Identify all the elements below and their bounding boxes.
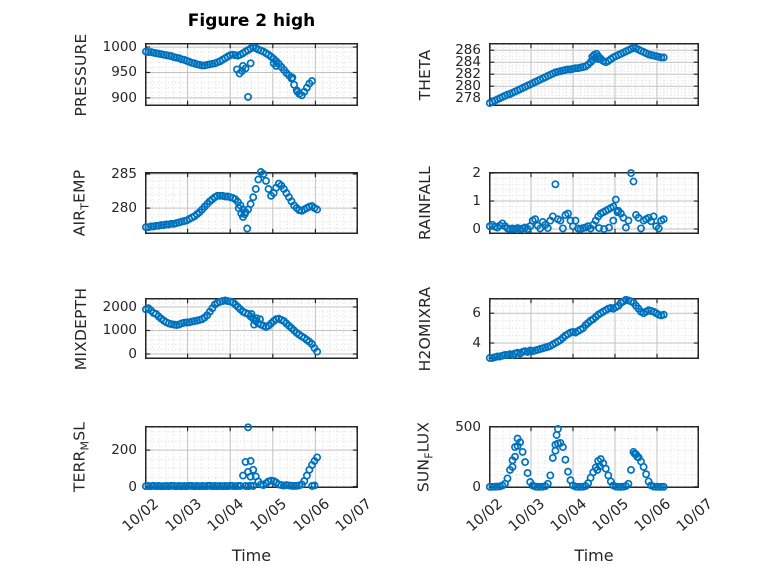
x-tick-label: 10/03 [505,496,549,536]
y-axis-label-text: MIXDEPTH [72,287,90,370]
data-point-markers [485,169,668,233]
y-tick-label: 900 [111,89,137,106]
data-point-markers [141,43,316,101]
major-grid [490,44,698,105]
plot-area-air_temp [141,168,358,234]
plot-area-h2omixra [485,295,699,362]
y-tick-label: 6 [472,305,481,322]
y-axis-label-subscript: T [78,202,92,210]
data-point-markers [141,423,322,491]
y-axis-label-h2omixra: H2OMIXRA [416,286,434,371]
plot-area-mixdepth [141,296,358,359]
y-axis-label-pressure: PRESSURE [72,33,90,116]
y-tick-label: 286 [455,42,481,59]
x-tick-label: 10/06 [290,496,333,536]
minor-grid [146,173,357,233]
y-tick-label: 2 [472,165,481,182]
y-tick-label: 950 [111,64,137,81]
x-tick-label: 10/07 [673,496,717,536]
y-tick-label: 285 [111,166,137,183]
y-axis-label-mixdepth: MIXDEPTH [72,287,90,369]
y-tick-label: 500 [455,418,481,435]
y-tick-label: 278 [455,90,481,107]
y-axis-label-rainfall: RAINFALL [416,166,434,240]
y-tick-label: 2000 [102,298,137,315]
plot-area-rainfall [485,169,699,234]
minor-grid [146,427,357,487]
y-axis-label-text: AIR [70,209,89,237]
y-axis-label-text: SL [70,421,89,441]
y-tick-label: 0 [128,478,137,495]
y-tick-label: 1000 [102,39,137,56]
y-axis-label-text: RAINFALL [416,166,434,240]
axis-ticks [145,44,358,105]
minor-grid [490,173,698,233]
y-axis-label-text: TERR [70,450,89,493]
y-tick-label: 280 [111,200,137,217]
y-tick-label: 0 [472,478,481,495]
y-axis-label-subscript: F [422,452,436,459]
x-tick-label: 10/04 [205,496,248,536]
x-tick-label: 10/05 [589,496,633,536]
data-point-markers [141,296,322,356]
major-grid [146,299,357,358]
x-tick-label: 10/04 [547,496,591,536]
data-point-markers [141,168,322,233]
plot-area-theta [485,43,699,107]
data-point-markers [485,43,668,107]
y-tick-label: 284 [455,54,481,71]
x-tick-label: 10/02 [119,496,163,536]
plot-area-sun_flux [485,425,699,491]
y-axis-label-sun_flux: SUNFLUX [415,422,436,492]
figure-title: Figure 2 high [187,11,316,31]
x-tick-label: 10/06 [631,496,675,536]
y-axis-label-text: H2OMIXRA [416,286,434,371]
y-axis-label-terr_msl: TERRMSL [71,422,92,492]
y-axis-label-theta: THETA [416,49,434,100]
y-tick-label: 200 [111,442,137,459]
y-tick-label: 0 [128,345,137,362]
y-tick-label: 1000 [102,322,137,339]
plot-area-pressure [141,43,358,106]
data-point-markers [485,295,668,362]
y-axis-label-text: EMP [70,169,89,203]
y-tick-label: 282 [455,66,481,83]
y-tick-label: 1 [472,193,481,210]
y-tick-label: 4 [472,335,481,352]
y-tick-label: 0 [472,220,481,237]
major-grid [146,427,357,487]
x-tick-label: 10/02 [463,496,507,536]
y-axis-label-text: PRESSURE [72,32,90,117]
x-axis-label-right: Time [574,546,614,565]
major-grid [530,427,658,487]
plot-area-terr_msl [141,423,358,491]
y-axis-label-subscript: M [78,440,92,451]
x-tick-label: 10/03 [162,496,205,536]
x-axis-label-left: Time [231,546,272,565]
y-axis-label-text: LUX [414,421,433,453]
data-point-markers [485,425,668,491]
x-tick-label: 10/05 [247,496,291,536]
y-axis-label-text: THETA [416,49,434,100]
y-tick-label: 280 [455,78,481,95]
x-tick-label: 10/07 [332,496,376,536]
y-axis-label-text: SUN [414,458,433,493]
y-axis-label-air_temp: AIRTEMP [71,170,92,237]
